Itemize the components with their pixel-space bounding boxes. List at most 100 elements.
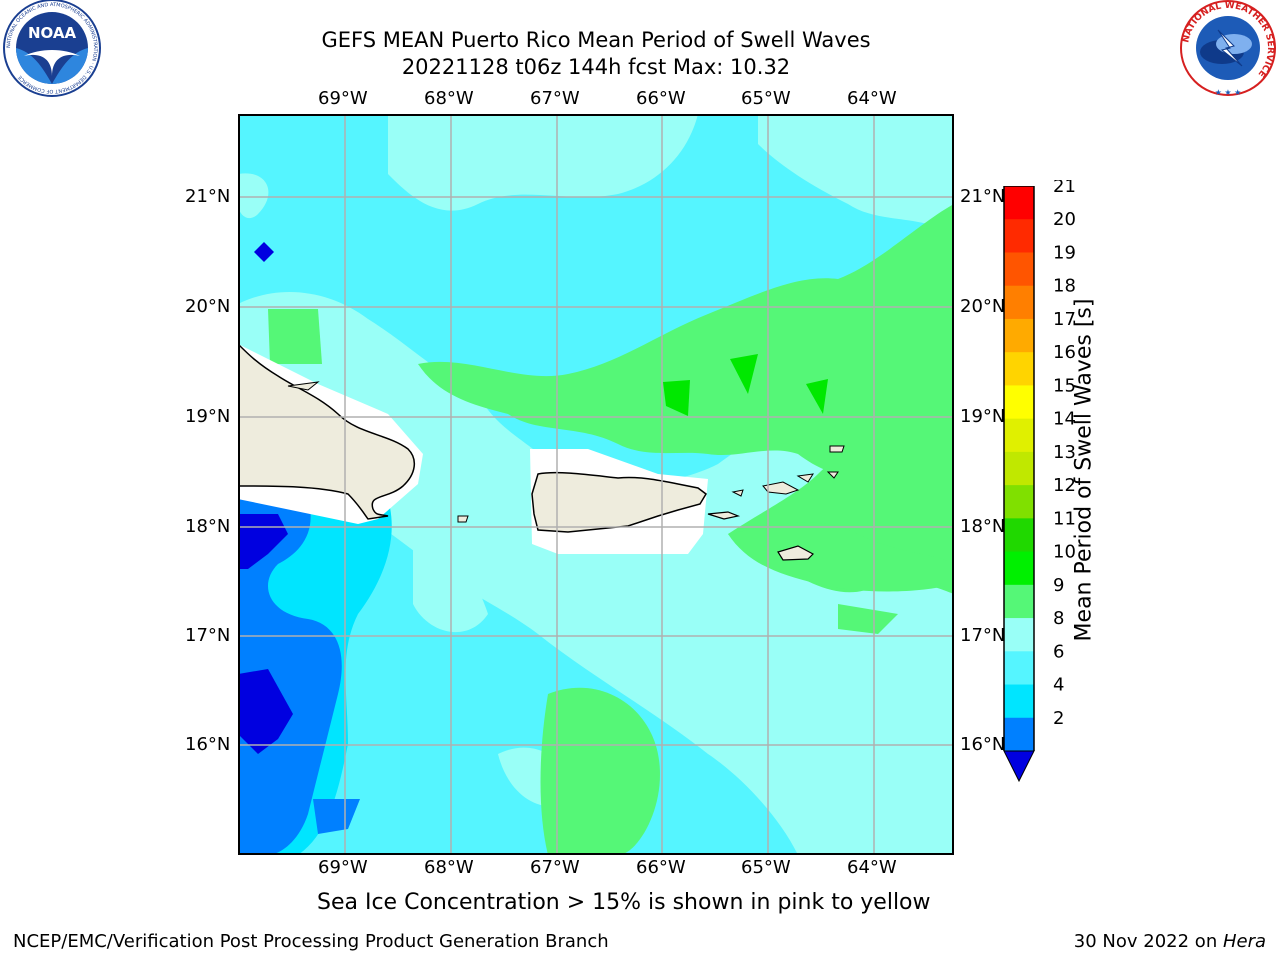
colorbar-frame <box>1003 185 1035 751</box>
lon-label-top-66w: 66°W <box>636 88 686 109</box>
colorbar-segment <box>1004 451 1034 486</box>
band-deep-2 <box>239 669 293 754</box>
band-deep-3 <box>254 242 274 262</box>
land-st-croix <box>777 545 814 561</box>
lat-label-right-16n: 16°N <box>960 734 1006 755</box>
colorbar-tick-label: 15 <box>1053 375 1076 396</box>
page-title-line2: 20221128 t06z 144h fcst Max: 10.32 <box>401 55 791 79</box>
land-vieques <box>707 511 741 520</box>
colorbar-segment <box>1004 717 1034 752</box>
land-culebra <box>731 489 744 497</box>
lat-label-right-21n: 21°N <box>960 186 1006 207</box>
colorbar-tick-label: 20 <box>1053 209 1076 230</box>
land-anegada <box>826 471 839 479</box>
lon-label-bottom-64w: 64°W <box>847 857 897 878</box>
colorbar-tick-label: 11 <box>1053 508 1076 529</box>
land-mona <box>457 515 469 523</box>
lon-label-top-67w: 67°W <box>530 88 580 109</box>
band-2-4-west <box>239 499 342 854</box>
sea-ice-note: Sea Ice Concentration > 15% is shown in … <box>317 890 931 915</box>
colorbar-tick-label: 6 <box>1053 641 1064 662</box>
band-2-4-patch <box>313 799 360 834</box>
lon-label-top-65w: 65°W <box>741 88 791 109</box>
colorbar-segment <box>1004 584 1034 619</box>
swell-period-contours <box>239 115 953 854</box>
colorbar-tick-label: 17 <box>1053 309 1076 330</box>
colorbar-tick-label: 4 <box>1053 675 1064 696</box>
colorbar-segment <box>1004 285 1034 320</box>
colorbar-tick-label: 2 <box>1053 708 1064 729</box>
lon-label-bottom-69w: 69°W <box>318 857 368 878</box>
colorbar-segment <box>1004 518 1034 553</box>
band-8-9-north <box>388 115 698 211</box>
colorbar-segment <box>1004 252 1034 287</box>
colorbar-segment <box>1004 684 1034 719</box>
footer-branch: NCEP/EMC/Verification Post Processing Pr… <box>13 931 609 952</box>
colorbar-tick-label: 14 <box>1053 409 1076 430</box>
lat-label-left-18n: 18°N <box>185 516 231 537</box>
colorbar-segment <box>1004 618 1034 652</box>
lon-label-top-69w: 69°W <box>318 88 368 109</box>
lon-label-top-68w: 68°W <box>424 88 474 109</box>
colorbar-tick-label: 8 <box>1053 608 1064 629</box>
land-hispaniola <box>239 343 415 520</box>
colorbar-tick-label: 10 <box>1053 542 1076 563</box>
nws-logo: NATIONAL WEATHER SERVICE ★ ★ ★ <box>1178 0 1278 100</box>
colorbar-tick-label: 16 <box>1053 342 1076 363</box>
lat-label-left-20n: 20°N <box>185 296 231 317</box>
colorbar-tick-label: 13 <box>1053 442 1076 463</box>
colorbar-segment <box>1004 418 1034 453</box>
colorbar-tick-label: 12 <box>1053 475 1076 496</box>
footer-date: 30 Nov 2022 on Hera <box>1074 931 1266 952</box>
lat-label-right-20n: 20°N <box>960 296 1006 317</box>
lon-label-bottom-68w: 68°W <box>424 857 474 878</box>
colorbar-segment <box>1004 219 1034 253</box>
footer-host: Hera <box>1222 931 1266 952</box>
land-tortuga <box>287 381 320 391</box>
map-frame <box>238 114 954 855</box>
lon-label-bottom-65w: 65°W <box>741 857 791 878</box>
colorbar-segment <box>1004 318 1034 353</box>
noaa-logo: NOAA NATIONAL OCEANIC AND ATMOSPHERIC AD… <box>2 0 102 100</box>
band-8-9-nw-corner <box>239 173 269 219</box>
colorbar-segment <box>1004 186 1034 220</box>
band-8-9-northeast <box>758 115 953 234</box>
land-small-island <box>829 445 845 453</box>
colorbar-extend-triangle <box>1003 750 1035 783</box>
lat-label-right-19n: 19°N <box>960 406 1006 427</box>
lon-label-bottom-67w: 67°W <box>530 857 580 878</box>
band-9-10-northwest <box>268 309 322 364</box>
page-title-line1: GEFS MEAN Puerto Rico Mean Period of Swe… <box>321 28 871 52</box>
lon-label-bottom-66w: 66°W <box>636 857 686 878</box>
land-virgin-islands <box>762 481 800 495</box>
band-10-11-patch-1 <box>663 380 690 416</box>
colorbar-tick-label: 18 <box>1053 276 1076 297</box>
svg-text:★ ★ ★: ★ ★ ★ <box>1215 88 1242 97</box>
lat-label-left-17n: 17°N <box>185 625 231 646</box>
graticule <box>238 114 954 855</box>
colorbar-label: Mean Period of Swell Waves [s] <box>1071 298 1097 642</box>
band-9-10-south <box>540 687 660 854</box>
lat-label-left-19n: 19°N <box>185 406 231 427</box>
lat-label-right-18n: 18°N <box>960 516 1006 537</box>
noaa-logo-text: NOAA <box>28 24 77 42</box>
band-9-10-south-east <box>728 522 953 592</box>
colorbar-segment <box>1004 352 1034 386</box>
colorbar-tick-label: 9 <box>1053 575 1064 596</box>
land-tortola <box>796 473 814 483</box>
map-panel <box>238 114 954 855</box>
lon-label-top-64w: 64°W <box>847 88 897 109</box>
colorbar-segment <box>1004 551 1034 586</box>
colorbar-tick-label: 19 <box>1053 242 1076 263</box>
colorbar-segment <box>1004 385 1034 420</box>
band-10-11-patch-3 <box>806 379 828 414</box>
colorbar <box>1000 185 1040 786</box>
colorbar-tick-label: 21 <box>1053 180 1076 197</box>
lat-label-left-16n: 16°N <box>185 734 231 755</box>
band-10-11-patch-2 <box>730 354 758 394</box>
band-9-10-patch <box>838 604 898 634</box>
lat-label-right-17n: 17°N <box>960 625 1006 646</box>
colorbar-segment <box>1004 485 1034 519</box>
lat-label-left-21n: 21°N <box>185 186 231 207</box>
footer-date-text: 30 Nov 2022 on <box>1073 931 1223 952</box>
